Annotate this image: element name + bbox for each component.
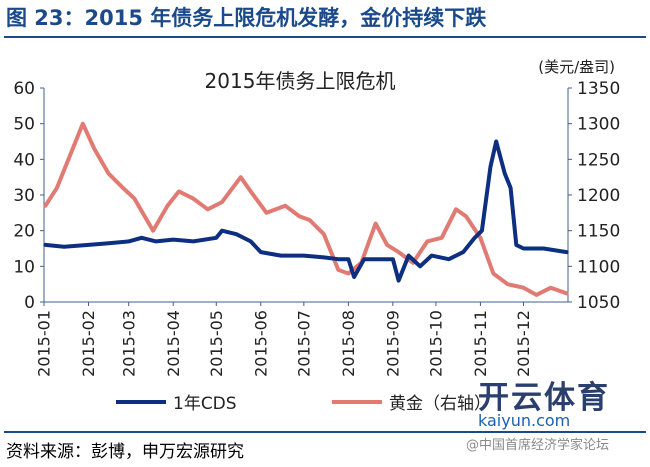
series-line-gold [43, 121, 569, 297]
left-tick-label: 20 [13, 222, 35, 242]
x-tick-label: 2015-11 [471, 310, 490, 377]
source-note: 资料来源：彭博，申万宏源研究 [6, 442, 244, 462]
right-tick-label: 1050 [577, 293, 620, 313]
series-lines [43, 121, 569, 297]
chart: 2015年债务上限危机 (美元/盎司) 0 10 20 30 40 50 60 1050 110… [13, 58, 620, 414]
right-tick-label: 1300 [577, 115, 620, 135]
right-tick-label: 1100 [577, 257, 620, 277]
x-tick-label: 2015-02 [79, 310, 98, 377]
x-tick-label: 2015-12 [514, 310, 533, 377]
left-tick-label: 30 [13, 186, 35, 206]
watermark-brand: 开云体育 [478, 380, 610, 416]
left-tick-label: 10 [13, 257, 35, 277]
legend-label: 黄金（右轴） [389, 394, 491, 414]
axes: 0 10 20 30 40 50 60 1050 1100 1150 1200 1250 1300 135… [13, 79, 620, 377]
x-tick-label: 2015-05 [207, 310, 226, 377]
left-tick-label: 50 [13, 115, 35, 135]
legend-label: 1年CDS [173, 394, 237, 414]
series-line-cds [43, 139, 569, 283]
left-tick-label: 0 [24, 293, 35, 313]
x-tick-label: 2015-08 [339, 310, 358, 377]
figure-title: 图 23：2015 年债务上限危机发酵，金价持续下跌 [6, 6, 487, 30]
x-tick-label: 2015-03 [119, 310, 138, 377]
right-tick-label: 1150 [577, 222, 620, 242]
x-tick-label: 2015-10 [427, 310, 446, 377]
left-tick-label: 60 [13, 79, 35, 99]
right-tick-label: 1350 [577, 79, 620, 99]
chart-title: 2015年债务上限危机 [205, 69, 396, 93]
source-rule [4, 431, 646, 433]
right-tick-label: 1250 [577, 150, 620, 170]
title-rule [4, 36, 646, 38]
left-tick-label: 40 [13, 150, 35, 170]
right-axis-unit: (美元/盎司) [538, 58, 615, 76]
x-tick-label: 2015-09 [383, 310, 402, 377]
watermark-credit: @中国首席经济学家论坛 [466, 438, 610, 453]
x-tick-label: 2015-01 [35, 310, 54, 377]
right-tick-label: 1200 [577, 186, 620, 206]
watermark-url: kaiyun.com [478, 411, 571, 430]
x-tick-label: 2015-07 [294, 310, 313, 377]
legend: 1年CDS 黄金（右轴） [116, 394, 491, 414]
x-tick-label: 2015-06 [251, 310, 270, 377]
x-tick-label: 2015-04 [164, 310, 183, 377]
